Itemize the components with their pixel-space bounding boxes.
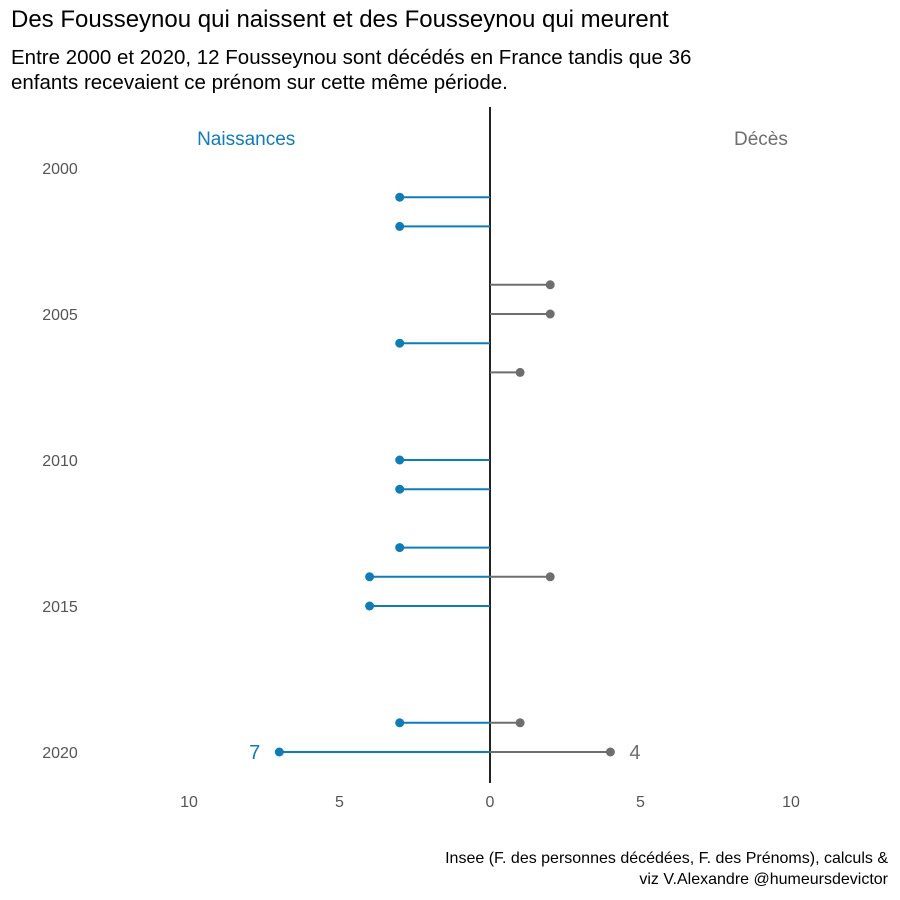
y-tick-label-2010: 2010 [42,453,78,470]
dot-births-2013 [395,543,405,553]
dot-deaths-2005 [545,309,555,319]
dot-deaths-2019 [515,718,525,728]
subtitle-line-2: enfants recevaient ce prénom sur cette m… [11,71,508,94]
dot-births-2001 [395,192,405,202]
subtitle-line-1: Entre 2000 et 2020, 12 Fousseynou sont d… [11,46,692,69]
dot-deaths-2014 [545,572,555,582]
x-tick-label-0: 10 [180,794,198,811]
caption-line-2: viz V.Alexandre @humeursdevictor [639,871,888,888]
dot-births-2014 [365,572,375,582]
chart-caption: Insee (F. des personnes décédées, F. des… [445,848,888,890]
y-tick-label-2005: 2005 [42,307,78,324]
caption-line-1: Insee (F. des personnes décédées, F. des… [445,850,888,867]
legend-label-deaths: Décès [734,129,788,150]
legend-label-births: Naissances [197,129,295,150]
dot-births-2002 [395,221,405,231]
data-label-deaths-2020: 4 [629,742,640,764]
x-tick-label-4: 10 [782,794,800,811]
chart-subtitle: Entre 2000 et 2020, 12 Fousseynou sont d… [11,45,871,95]
dot-deaths-2004 [545,280,555,290]
dot-births-2006 [395,338,405,348]
dot-births-2020 [274,747,284,757]
dot-births-2011 [395,484,405,494]
dot-births-2010 [395,455,405,465]
y-tick-label-2020: 2020 [42,745,78,762]
y-tick-label-2015: 2015 [42,599,78,616]
x-tick-label-1: 5 [335,794,344,811]
y-tick-label-2000: 2000 [42,161,78,178]
chart-title: Des Fousseynou qui naissent et des Fouss… [11,6,669,33]
x-tick-label-3: 5 [636,794,645,811]
dot-births-2019 [395,718,405,728]
x-tick-label-2: 0 [486,794,495,811]
dot-deaths-2020 [605,747,615,757]
dot-deaths-2007 [515,367,525,377]
data-label-births-2020: 7 [249,742,260,764]
dot-births-2015 [365,601,375,611]
